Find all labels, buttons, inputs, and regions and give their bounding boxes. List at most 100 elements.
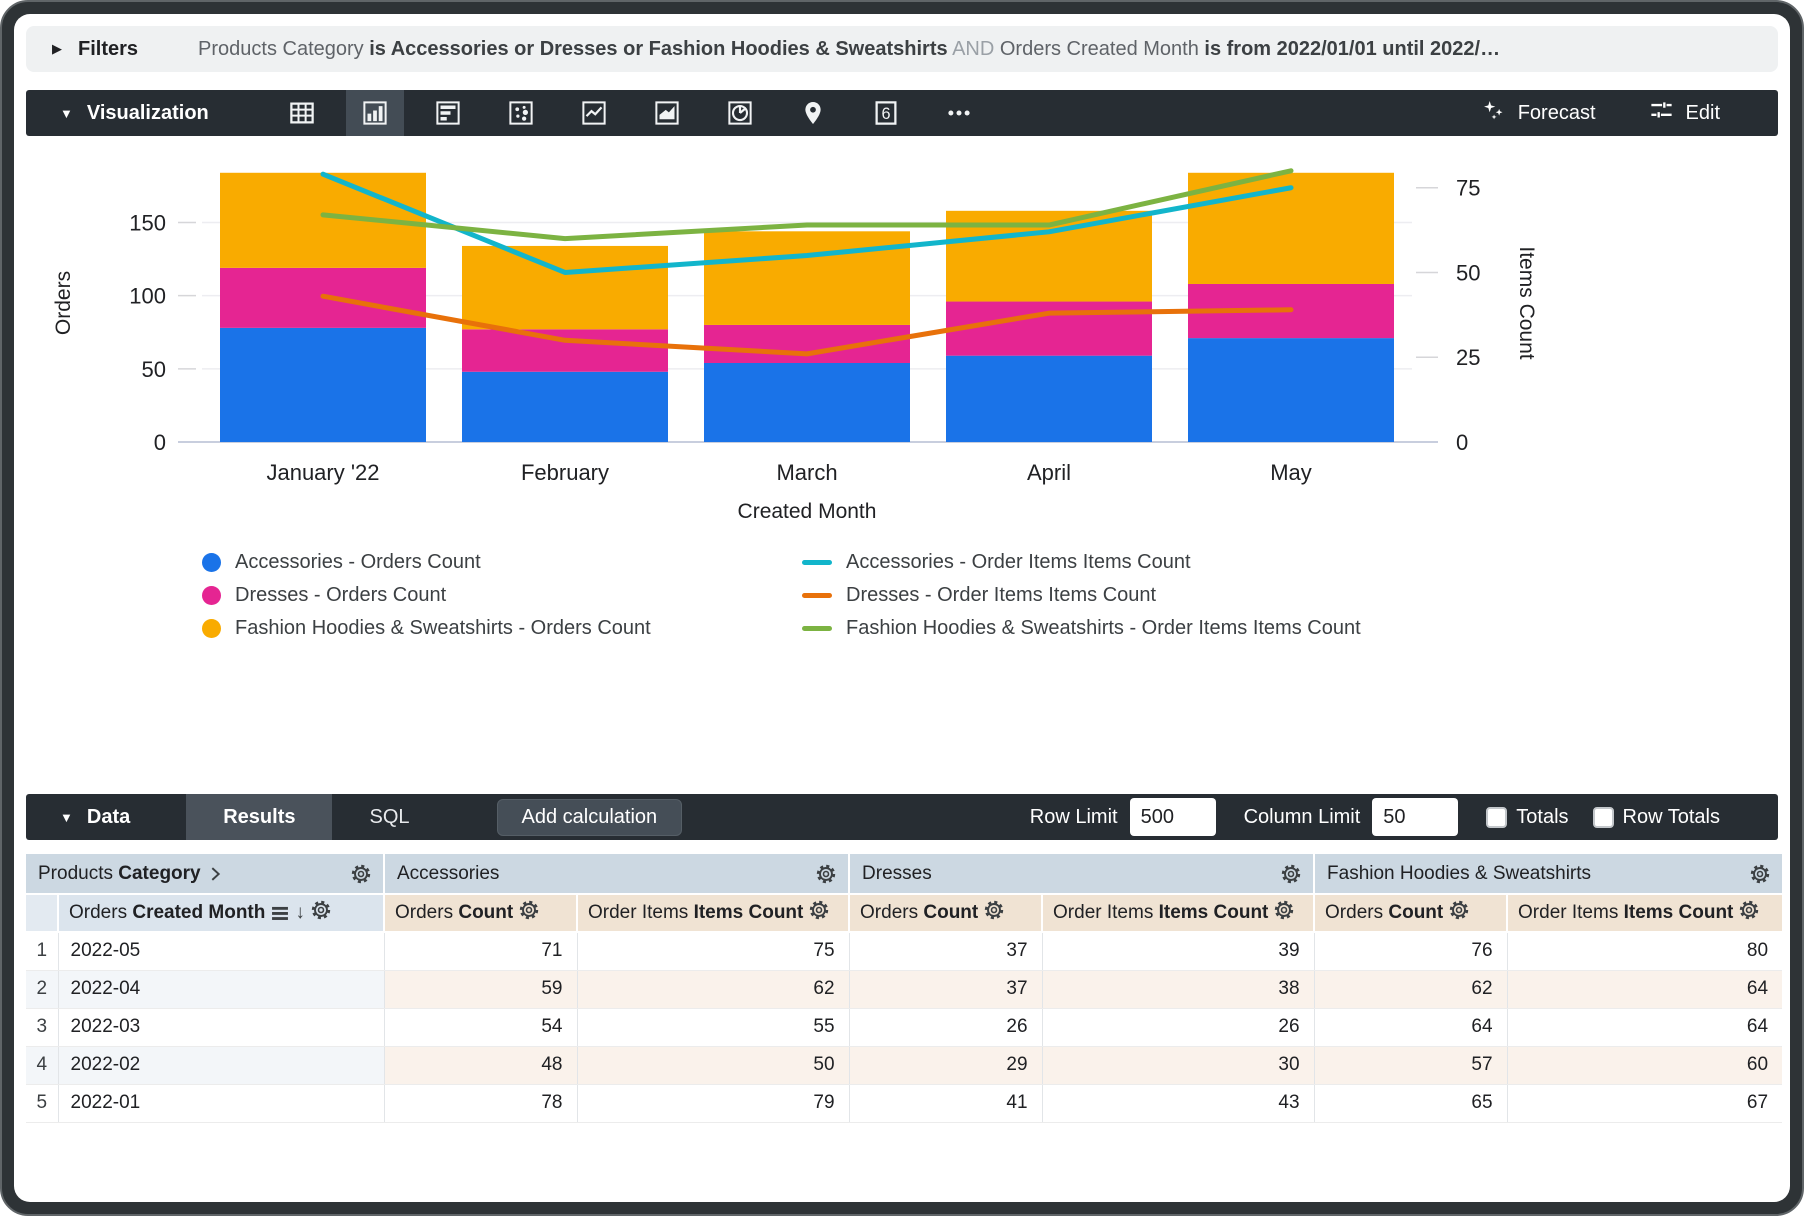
bar-segment[interactable] [704, 362, 910, 442]
measure-column-header[interactable]: Order Items Items Count [1042, 894, 1316, 933]
measure-cell[interactable]: 41 [849, 1084, 1043, 1123]
measure-cell[interactable]: 60 [1507, 1046, 1783, 1085]
filter-bar[interactable]: ▶ Filters Products Category is Accessori… [26, 26, 1778, 72]
measure-cell[interactable]: 48 [384, 1046, 578, 1085]
gear-icon[interactable] [809, 900, 829, 926]
legend-item[interactable]: Fashion Hoodies & Sweatshirts - Orders C… [202, 617, 651, 639]
viz-type-area-chart-icon[interactable] [638, 90, 696, 136]
measure-cell[interactable]: 78 [384, 1084, 578, 1123]
line-series[interactable] [320, 293, 1294, 357]
legend-item[interactable]: Dresses - Orders Count [202, 584, 651, 606]
tab-results[interactable]: Results [186, 794, 333, 840]
measure-cell[interactable]: 43 [1042, 1084, 1315, 1123]
dimension-cell[interactable]: 2022-01 [58, 1084, 385, 1123]
measure-cell[interactable]: 62 [1314, 970, 1508, 1009]
totals-checkbox[interactable] [1486, 806, 1508, 828]
measure-cell[interactable]: 37 [849, 932, 1043, 971]
row-limit-input[interactable] [1129, 798, 1216, 836]
viz-type-table-icon[interactable] [273, 90, 331, 136]
measure-cell[interactable]: 30 [1042, 1046, 1315, 1085]
bar-segment[interactable] [220, 327, 426, 442]
measure-cell[interactable]: 57 [1314, 1046, 1508, 1085]
legend-item[interactable]: Accessories - Orders Count [202, 551, 651, 573]
measure-column-header[interactable]: Orders Count [384, 894, 578, 933]
gear-icon[interactable] [519, 900, 539, 926]
gear-icon[interactable] [311, 900, 331, 926]
bar-segment[interactable] [462, 245, 668, 330]
visualization-collapse-icon[interactable]: ▼ [60, 105, 73, 121]
measure-cell[interactable]: 80 [1507, 932, 1783, 971]
bar-segment[interactable] [946, 301, 1152, 356]
dimension-cell[interactable]: 2022-03 [58, 1008, 385, 1047]
measure-cell[interactable]: 67 [1507, 1084, 1783, 1123]
pivot-dimension-header[interactable]: Products Category [26, 854, 385, 895]
measure-cell[interactable]: 76 [1314, 932, 1508, 971]
measure-cell[interactable]: 50 [577, 1046, 850, 1085]
dimension-cell[interactable]: 2022-02 [58, 1046, 385, 1085]
measure-cell[interactable]: 79 [577, 1084, 850, 1123]
measure-cell[interactable]: 71 [384, 932, 578, 971]
measure-column-header[interactable]: Order Items Items Count [1507, 894, 1783, 933]
data-collapse-icon[interactable]: ▼ [60, 809, 73, 825]
gear-icon[interactable] [984, 900, 1004, 926]
gear-icon[interactable] [1281, 864, 1301, 884]
measure-column-header[interactable]: Orders Count [849, 894, 1044, 933]
dimension-cell[interactable]: 2022-04 [58, 970, 385, 1009]
measure-cell[interactable]: 37 [849, 970, 1043, 1009]
measure-cell[interactable]: 29 [849, 1046, 1043, 1085]
measure-column-header[interactable]: Order Items Items Count [577, 894, 851, 933]
measure-cell[interactable]: 39 [1042, 932, 1315, 971]
tab-sql[interactable]: SQL [369, 805, 410, 828]
bar-segment[interactable] [1188, 338, 1394, 442]
line-series[interactable] [320, 171, 1294, 275]
more-viz-types-icon[interactable] [930, 90, 988, 136]
measure-cell[interactable]: 75 [577, 932, 850, 971]
bar-segment[interactable] [462, 371, 668, 442]
legend-item[interactable]: Fashion Hoodies & Sweatshirts - Order It… [802, 617, 1361, 639]
gear-icon[interactable] [1274, 900, 1294, 926]
pivot-group-header[interactable]: Accessories [384, 854, 851, 895]
measure-cell[interactable]: 26 [1042, 1008, 1315, 1047]
forecast-button[interactable]: Forecast [1480, 97, 1596, 130]
dimension-column-header[interactable]: Orders Created Month ↓ [58, 894, 385, 933]
measure-cell[interactable]: 64 [1314, 1008, 1508, 1047]
gear-icon[interactable] [1449, 900, 1469, 926]
pivot-group-header[interactable]: Dresses [849, 854, 1316, 895]
measure-column-header[interactable]: Orders Count [1314, 894, 1509, 933]
combo-chart[interactable]: 0 50 100 150 0 25 50 75 January '22 February March… [26, 142, 1782, 544]
line-series[interactable] [320, 168, 1294, 242]
measure-cell[interactable]: 59 [384, 970, 578, 1009]
viz-type-pie-chart-icon[interactable] [711, 90, 769, 136]
measure-cell[interactable]: 65 [1314, 1084, 1508, 1123]
viz-type-map-icon[interactable] [784, 90, 842, 136]
measure-cell[interactable]: 26 [849, 1008, 1043, 1047]
legend-item[interactable]: Dresses - Order Items Items Count [802, 584, 1361, 606]
bar-segment[interactable] [1188, 172, 1394, 284]
viz-type-column-chart-icon[interactable] [345, 90, 404, 136]
sort-icon[interactable] [271, 906, 289, 921]
measure-cell[interactable]: 64 [1507, 970, 1783, 1009]
measure-cell[interactable]: 38 [1042, 970, 1315, 1009]
row-totals-checkbox[interactable] [1592, 806, 1614, 828]
dimension-cell[interactable]: 2022-05 [58, 932, 385, 971]
gear-icon[interactable] [1750, 864, 1770, 884]
measure-cell[interactable]: 54 [384, 1008, 578, 1047]
sort-desc-icon[interactable]: ↓ [295, 902, 305, 923]
pivot-group-header[interactable]: Fashion Hoodies & Sweatshirts [1314, 854, 1783, 895]
filters-expand-icon[interactable]: ▶ [52, 41, 62, 56]
viz-type-line-chart-icon[interactable] [565, 90, 623, 136]
add-calculation-button[interactable]: Add calculation [496, 798, 683, 836]
bar-segment[interactable] [462, 329, 668, 372]
gear-icon[interactable] [816, 864, 836, 884]
bar-segment[interactable] [704, 231, 910, 325]
viz-type-single-value-icon[interactable]: 6 [857, 90, 915, 136]
viz-type-scatter-chart-icon[interactable] [492, 90, 550, 136]
edit-button[interactable]: Edit [1648, 97, 1720, 130]
measure-cell[interactable]: 62 [577, 970, 850, 1009]
gear-icon[interactable] [1739, 900, 1759, 926]
column-limit-input[interactable] [1372, 798, 1459, 836]
measure-cell[interactable]: 55 [577, 1008, 850, 1047]
bar-segment[interactable] [946, 355, 1152, 442]
legend-item[interactable]: Accessories - Order Items Items Count [802, 551, 1361, 573]
viz-type-bar-chart-icon[interactable] [419, 90, 477, 136]
